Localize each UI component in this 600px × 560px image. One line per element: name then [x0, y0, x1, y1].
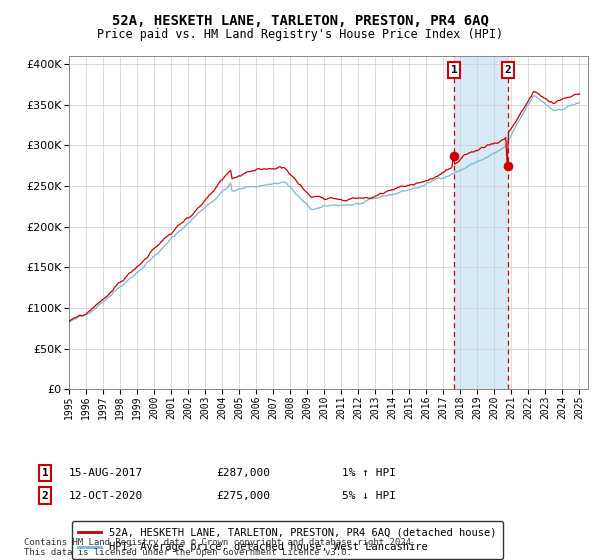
Text: Price paid vs. HM Land Registry's House Price Index (HPI): Price paid vs. HM Land Registry's House …: [97, 28, 503, 41]
Text: 2: 2: [41, 491, 49, 501]
Text: 12-OCT-2020: 12-OCT-2020: [69, 491, 143, 501]
Bar: [454, 56, 508, 389]
Text: 52A, HESKETH LANE, TARLETON, PRESTON, PR4 6AQ: 52A, HESKETH LANE, TARLETON, PRESTON, PR…: [112, 14, 488, 28]
Text: 1% ↑ HPI: 1% ↑ HPI: [342, 468, 396, 478]
Text: £275,000: £275,000: [216, 491, 270, 501]
Legend: 52A, HESKETH LANE, TARLETON, PRESTON, PR4 6AQ (detached house), HPI: Average pri: 52A, HESKETH LANE, TARLETON, PRESTON, PR…: [71, 521, 503, 559]
Text: Contains HM Land Registry data © Crown copyright and database right 2024.
This d: Contains HM Land Registry data © Crown c…: [24, 538, 416, 557]
Text: 15-AUG-2017: 15-AUG-2017: [69, 468, 143, 478]
Text: £287,000: £287,000: [216, 468, 270, 478]
Text: 1: 1: [41, 468, 49, 478]
Text: 5% ↓ HPI: 5% ↓ HPI: [342, 491, 396, 501]
Text: 2: 2: [505, 65, 511, 75]
Text: 1: 1: [451, 65, 457, 75]
